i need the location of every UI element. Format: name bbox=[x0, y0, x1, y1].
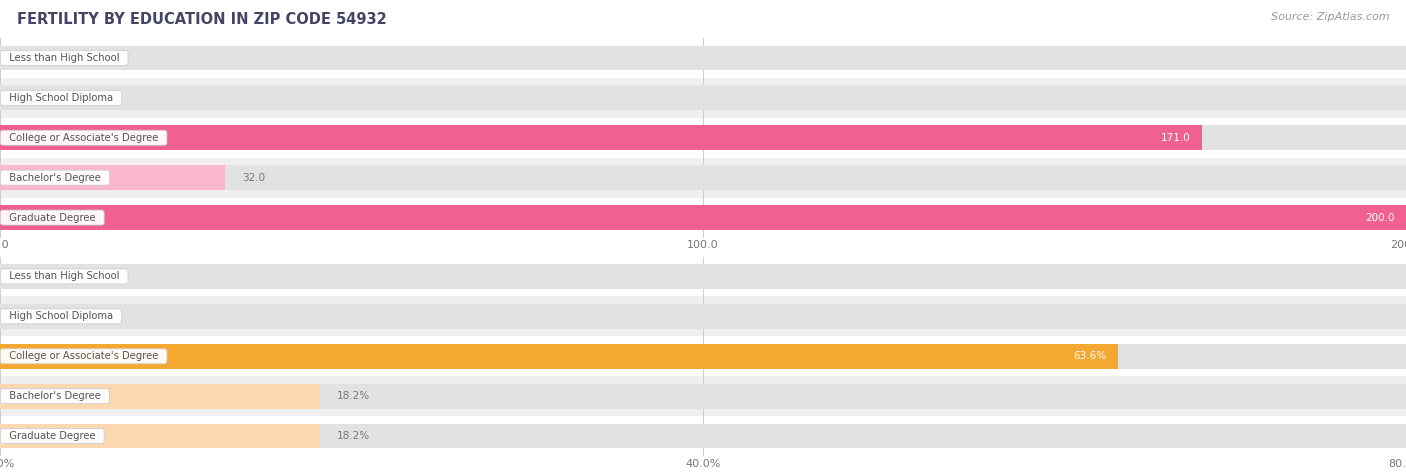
Text: 0.0%: 0.0% bbox=[17, 271, 44, 282]
Bar bbox=[0, 86, 1406, 110]
Text: College or Associate's Degree: College or Associate's Degree bbox=[3, 351, 165, 361]
Text: FERTILITY BY EDUCATION IN ZIP CODE 54932: FERTILITY BY EDUCATION IN ZIP CODE 54932 bbox=[17, 12, 387, 27]
Bar bbox=[0, 78, 1406, 118]
Bar bbox=[0, 256, 1406, 296]
Bar bbox=[0, 165, 1406, 190]
Text: Graduate Degree: Graduate Degree bbox=[3, 212, 101, 223]
Bar bbox=[0, 424, 319, 448]
Text: Bachelor's Degree: Bachelor's Degree bbox=[3, 391, 107, 401]
Text: 18.2%: 18.2% bbox=[337, 391, 370, 401]
Bar bbox=[0, 416, 1406, 456]
Bar bbox=[0, 158, 1406, 198]
Bar bbox=[0, 46, 1406, 70]
Bar bbox=[0, 376, 1406, 416]
Bar bbox=[0, 205, 1406, 230]
Text: High School Diploma: High School Diploma bbox=[3, 93, 120, 103]
Bar bbox=[0, 125, 1406, 150]
Bar bbox=[0, 296, 1406, 336]
Bar bbox=[0, 384, 319, 408]
Text: 63.6%: 63.6% bbox=[1073, 351, 1107, 361]
Text: Less than High School: Less than High School bbox=[3, 271, 125, 282]
Text: Less than High School: Less than High School bbox=[3, 53, 125, 63]
Text: 200.0: 200.0 bbox=[1365, 212, 1395, 223]
Bar bbox=[0, 198, 1406, 238]
Bar bbox=[0, 336, 1406, 376]
Text: Graduate Degree: Graduate Degree bbox=[3, 431, 101, 441]
Bar bbox=[0, 38, 1406, 78]
Text: 0.0: 0.0 bbox=[17, 53, 34, 63]
Bar bbox=[0, 264, 1406, 289]
Text: 18.2%: 18.2% bbox=[337, 431, 370, 441]
Text: 32.0: 32.0 bbox=[242, 172, 264, 183]
Text: Bachelor's Degree: Bachelor's Degree bbox=[3, 172, 107, 183]
Bar bbox=[0, 304, 1406, 329]
Bar bbox=[0, 344, 1406, 369]
Text: 0.0: 0.0 bbox=[17, 93, 34, 103]
Bar bbox=[0, 125, 1202, 150]
Text: 171.0: 171.0 bbox=[1161, 133, 1191, 143]
Bar bbox=[0, 384, 1406, 408]
Bar bbox=[0, 424, 1406, 448]
Text: College or Associate's Degree: College or Associate's Degree bbox=[3, 133, 165, 143]
Text: 0.0%: 0.0% bbox=[17, 311, 44, 322]
Bar bbox=[0, 344, 1118, 369]
Bar bbox=[0, 205, 1406, 230]
Text: Source: ZipAtlas.com: Source: ZipAtlas.com bbox=[1271, 12, 1389, 22]
Text: High School Diploma: High School Diploma bbox=[3, 311, 120, 322]
Bar bbox=[0, 165, 225, 190]
Bar bbox=[0, 118, 1406, 158]
